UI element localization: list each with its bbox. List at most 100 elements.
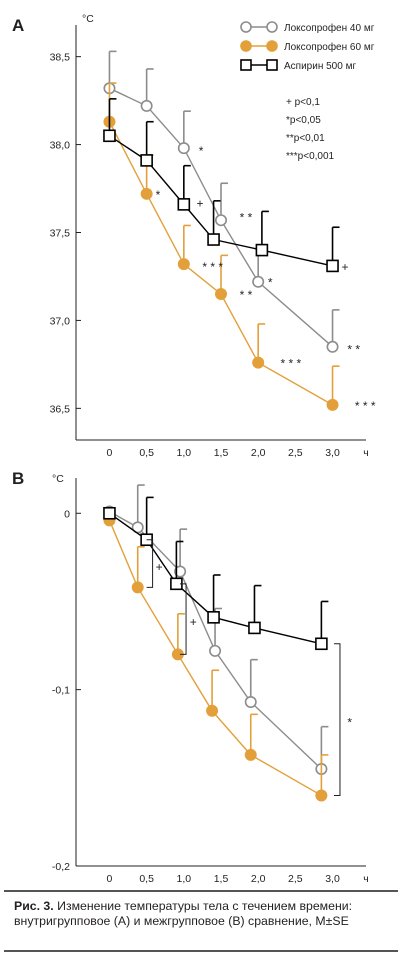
data-point	[103, 129, 116, 143]
legend-marker	[266, 40, 278, 52]
significance-key-line: ***p<0,001	[286, 151, 335, 162]
legend-label: Локсопрофен 40 мг	[284, 22, 375, 34]
legend-label: Локсопрофен 60 мг	[284, 41, 375, 53]
annotation: +	[196, 197, 203, 211]
x-tick-label: 0	[107, 873, 113, 885]
data-point	[140, 154, 153, 167]
data-point	[248, 621, 261, 635]
data-point	[255, 243, 269, 257]
x-tick-label: 2,5	[288, 873, 303, 885]
annotation: * *	[240, 288, 253, 302]
data-point	[326, 259, 339, 273]
legend: Локсопрофен 40 мг Локсопрофен 60 мг Аспири…	[240, 21, 375, 72]
x-tick-label: 3,0	[325, 447, 340, 459]
data-point	[140, 187, 153, 200]
y-tick-label: 36,5	[50, 403, 71, 415]
legend-marker	[240, 40, 252, 52]
annotation: *	[347, 715, 352, 729]
y-tick-label: -0,1	[52, 685, 70, 697]
data-point	[131, 581, 144, 594]
legend-marker	[266, 21, 278, 33]
series-line	[108, 520, 322, 797]
y-tick-label: 0	[64, 508, 70, 520]
annotation: +	[156, 560, 163, 574]
data-point	[252, 275, 265, 288]
annotation: * *	[347, 343, 360, 357]
significance-key-line: + p<0,1	[286, 97, 320, 108]
data-point	[209, 644, 222, 657]
data-point	[315, 789, 328, 802]
x-tick-label: 2,0	[251, 447, 266, 459]
data-point	[206, 704, 219, 717]
y-unit-label: °C	[52, 473, 64, 485]
data-point	[177, 258, 190, 271]
legend-marker	[240, 21, 252, 33]
x-tick-label: 1,5	[214, 447, 229, 459]
series-3	[103, 496, 329, 651]
annotation: * *	[240, 211, 253, 225]
annotation: *	[156, 188, 161, 202]
bracket	[146, 539, 154, 588]
data-point	[140, 99, 153, 112]
x-tick-label: 2,0	[251, 873, 266, 885]
caption-top-rule	[4, 890, 398, 892]
annotation: *	[199, 144, 204, 158]
legend-label: Аспирин 500 мг	[284, 61, 356, 72]
data-point	[252, 356, 265, 369]
x-unit-label: ч	[363, 873, 368, 885]
annotation: *	[268, 276, 273, 290]
x-tick-label: 1,0	[177, 447, 192, 459]
data-point	[244, 695, 257, 708]
annotation: +	[190, 615, 197, 629]
x-tick-label: 0,5	[139, 447, 154, 459]
data-point	[103, 506, 116, 520]
y-tick-label: 37,0	[50, 315, 71, 327]
panel-a: A °C 38,5 38,0 37,5 37,0 36,5 0 0,5 1,0 1,5 2,0 2,5 3…	[12, 13, 376, 459]
x-tick-label: 1,0	[177, 873, 192, 885]
series-line	[109, 87, 333, 348]
annotation: +	[341, 260, 348, 274]
series-line	[108, 121, 333, 406]
bracket	[333, 643, 341, 796]
legend-marker	[266, 59, 278, 71]
panel-letter: A	[12, 16, 24, 35]
figure-caption: Рис. 3. Изменение температуры тела с теч…	[14, 899, 394, 928]
x-unit-label: ч	[363, 447, 368, 459]
caption-label: Рис. 3.	[14, 899, 54, 913]
data-point	[177, 198, 191, 211]
data-point	[174, 565, 187, 578]
y-unit-label: °C	[82, 13, 94, 25]
x-tick-label: 0,5	[139, 873, 154, 885]
significance-key-line: **p<0,01	[286, 133, 325, 144]
data-point	[215, 214, 228, 227]
data-point	[215, 288, 228, 301]
panel-letter: B	[12, 469, 24, 488]
series-1	[103, 484, 329, 775]
y-tick-label: 37,5	[50, 228, 71, 240]
bracket	[180, 583, 187, 655]
legend-marker	[240, 59, 252, 71]
data-point	[244, 748, 257, 761]
data-point	[315, 637, 328, 651]
series-3	[103, 98, 340, 273]
data-point	[177, 142, 190, 155]
x-tick-label: 2,5	[288, 447, 303, 459]
y-tick-label: 38,5	[50, 52, 71, 64]
y-tick-label: 38,0	[50, 140, 71, 152]
series-2	[103, 514, 329, 802]
panel-b: B °C 0 -0,1 -0,2 0 0,5 1,0 1,5 2,0 2,5 3,0 ч + + *	[12, 469, 369, 885]
caption-bottom-rule	[4, 950, 398, 952]
data-point	[326, 398, 339, 411]
annotation: * * *	[202, 260, 223, 274]
x-tick-label: 1,5	[214, 873, 229, 885]
x-tick-label: 0	[107, 447, 113, 459]
data-point	[326, 340, 339, 353]
comparison-brackets	[146, 539, 341, 796]
annotation: * * *	[355, 399, 376, 413]
annotation: * * *	[280, 357, 301, 371]
significance-key-line: *p<0,05	[286, 115, 321, 126]
y-tick-label: -0,2	[52, 861, 70, 873]
data-point	[207, 233, 220, 246]
x-tick-label: 3,0	[325, 873, 340, 885]
